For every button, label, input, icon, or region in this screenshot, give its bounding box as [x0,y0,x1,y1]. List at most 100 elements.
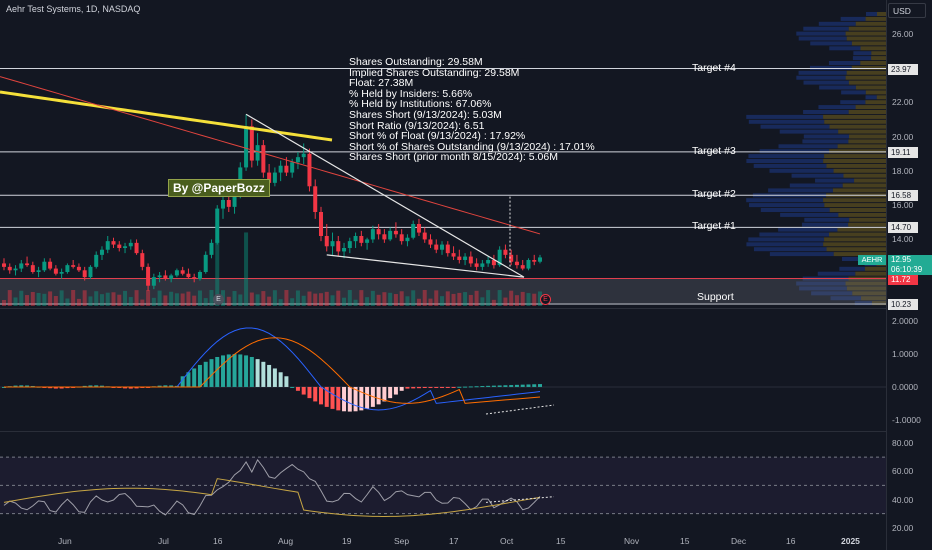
candle-body [509,254,514,262]
macd-histogram-bar [59,386,64,389]
sma-100-line [0,76,541,235]
volume-bar [491,299,496,306]
candle-body [405,237,410,242]
volume-profile-bar-down [848,26,886,31]
volume-profile-bar-up [818,21,856,26]
candle-body [30,265,35,272]
rsi-tick-label: 40.00 [892,494,914,505]
volume-profile-bar-down [851,65,886,70]
macd-histogram-bar [244,355,249,387]
volume-profile-bar-down [865,100,886,105]
macd-histogram-bar [393,386,398,395]
volume-profile-bar-down [851,41,886,46]
volume-profile-bar-down [849,217,886,222]
macd-histogram-bar [295,386,300,391]
volume-bar [347,290,352,306]
macd-histogram-bar [186,372,191,387]
bar-countdown: 06:10:39 [891,265,923,274]
candle-body [7,266,12,271]
volume-profile-bar-up [809,65,852,70]
volume-profile-bar-down [833,252,886,257]
volume-profile-bar-up [748,119,825,124]
volume-profile-bar-down [843,173,886,178]
volume-bar [353,299,358,306]
volume-bar [382,292,387,306]
volume-profile-bar-down [877,12,886,16]
volume-bar [2,300,6,306]
candle-body [261,145,266,173]
volume-bar [42,293,47,306]
volume-bar [514,295,519,306]
volume-bar [272,290,277,306]
macd-histogram-bar [192,368,197,387]
volume-profile-bar-down [849,134,886,139]
volume-profile-bar-up [840,100,866,105]
macd-line [4,327,541,411]
currency-button[interactable]: USD [888,3,926,18]
volume-profile-bar-down [829,124,886,129]
candle-body [71,265,76,267]
macd-histogram-bar [249,356,254,387]
volume-bar [157,290,162,306]
volume-bar [393,294,398,306]
share-stat-line: % Held by Institutions: 67.06% [349,98,492,111]
volume-profile-bar-up [815,178,855,183]
volume-profile-bar-down [838,212,886,217]
volume-bar [151,297,156,306]
macd-histogram-bar [203,361,208,387]
volume-profile-bar-down [823,198,886,203]
volume-bar [318,293,323,306]
volume-profile-bar-down [845,281,886,286]
macd-histogram-bar [445,386,450,388]
rsi-tick-label: 20.00 [892,522,914,533]
macd-histogram-bar [290,386,295,388]
candle-body [192,277,197,279]
candle-body [503,249,508,255]
macd-histogram-bar [157,385,162,387]
pane-divider[interactable] [0,431,886,432]
volume-profile-bar-up [746,159,824,163]
volume-bar [146,290,151,306]
volume-profile-bar-up [796,31,846,36]
macd-histogram-bar [388,386,393,399]
macd-histogram-bar [514,384,519,387]
candle-body [82,270,87,278]
candle-body [434,244,439,250]
pane-divider[interactable] [0,308,886,309]
volume-bar [526,293,531,306]
volume-bar [203,298,208,306]
volume-bar [174,293,179,306]
candle-body [336,241,341,252]
candle-body [249,126,254,161]
volume-bar [30,292,35,306]
candle-body [532,260,537,262]
volume-profile-bar-up [840,16,866,21]
earnings-marker-past[interactable]: E [213,294,224,305]
earnings-marker-next[interactable]: E [540,294,551,305]
macd-histogram-bar [123,386,128,389]
volume-profile-bar-down [837,144,886,149]
volume-profile-bar-up [852,56,872,61]
candle-body [255,145,260,161]
macd-histogram-bar [169,385,174,387]
volume-bar [244,232,249,306]
volume-bar [192,295,197,306]
volume-profile-bar-up [830,296,862,301]
candle-body [318,212,323,236]
volume-profile-bar-up [839,266,866,271]
macd-histogram-bar [451,386,456,388]
share-stat-line: Shares Outstanding: 29.58M [349,56,483,68]
macd-histogram-bar [134,386,139,389]
macd-tick-label: 0.0000 [892,381,918,392]
macd-histogram-bar [19,385,24,387]
volume-profile-bar-up [760,208,830,212]
volume-profile-bar-down [829,232,886,237]
volume-profile-bar-down [824,154,886,159]
volume-profile-bar-down [848,222,886,227]
volume-bar [440,296,445,306]
volume-profile-bar-down [871,51,886,56]
volume-profile-bar-down [845,31,886,36]
target-label: Support [697,291,734,304]
candle-body [59,272,64,274]
